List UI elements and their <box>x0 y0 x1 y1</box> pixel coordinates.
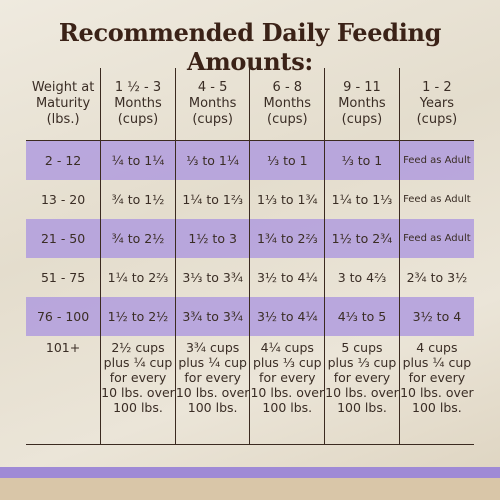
weight-cell: 76 - 100 <box>26 297 101 336</box>
amount-cell: 3½ to 4¼ <box>249 258 325 297</box>
header-cell: 4 - 5 Months (cups) <box>174 68 250 141</box>
amount-cell: Feed as Adult <box>398 140 474 180</box>
header-row: Weight at Maturity (lbs.) 1 ½ - 3 Months … <box>26 68 474 141</box>
amount-cell: 1½ to 3 <box>174 219 250 258</box>
amount-cell: 1½ to 2½ <box>100 297 176 336</box>
header-cell: 6 - 8 Months (cups) <box>249 68 325 141</box>
amount-cell: ¼ to 1¼ <box>100 140 176 180</box>
table-row: 21 - 50 ¾ to 2½ 1½ to 3 1¾ to 2⅔ 1½ to 2¾ Fee… <box>26 219 474 258</box>
weight-cell: 51 - 75 <box>40 270 86 285</box>
table-row: 51 - 75 1¼ to 2⅔ 3⅓ to 3¾ 3½ to 4¼ 3 to 4⅔ 2¾… <box>26 258 474 297</box>
amount-cell: ¾ to 1½ <box>100 180 176 219</box>
weight-cell: 2 - 12 <box>26 140 101 180</box>
header-cell: Weight at Maturity (lbs.) <box>26 68 101 141</box>
header-cell: 1 ½ - 3 Months (cups) <box>100 68 176 141</box>
feeding-table: Weight at Maturity (lbs.) 1 ½ - 3 Months … <box>26 68 474 445</box>
amount-cell: 1¼ to 1⅓ <box>324 180 400 219</box>
amount-cell: 3½ to 4 <box>398 297 474 336</box>
amount-cell: 3¾ cups plus ¼ cup for every 10 lbs. ove… <box>174 336 250 445</box>
weight-cell: 21 - 50 <box>26 219 101 258</box>
amount-cell: ⅓ to 1 <box>324 140 400 180</box>
amount-cell: 3½ to 4¼ <box>249 297 325 336</box>
amount-cell: 1¼ to 1⅔ <box>174 180 250 219</box>
title: Recommended Daily Feeding Amounts: <box>58 18 442 76</box>
amount-cell: 2¾ to 3½ <box>398 258 474 297</box>
amount-cell: 1¼ to 2⅔ <box>100 258 176 297</box>
weight-cell: 13 - 20 <box>40 192 86 207</box>
amount-cell: ⅓ to 1 <box>249 140 325 180</box>
amount-cell: Feed as Adult <box>398 180 474 219</box>
amount-cell: 3 to 4⅔ <box>324 258 400 297</box>
amount-cell: 1⅓ to 1¾ <box>249 180 325 219</box>
amount-cell: 4 cups plus ¼ cup for every 10 lbs. over… <box>398 336 474 445</box>
purple-stripe <box>0 467 500 478</box>
amount-cell: 1¾ to 2⅔ <box>249 219 325 258</box>
amount-cell: ⅓ to 1¼ <box>174 140 250 180</box>
sand-strip <box>0 478 500 500</box>
amount-cell: 4¼ cups plus ⅓ cup for every 10 lbs. ove… <box>249 336 325 445</box>
table-body: Weight at Maturity (lbs.) 1 ½ - 3 Months … <box>26 68 474 445</box>
header-cell: 1 - 2 Years (cups) <box>398 68 474 141</box>
amount-cell: 3⅓ to 3¾ <box>174 258 250 297</box>
table-row: 13 - 20 ¾ to 1½ 1¼ to 1⅔ 1⅓ to 1¾ 1¼ to 1⅓ Fe… <box>26 180 474 219</box>
header-cell: 9 - 11 Months (cups) <box>324 68 400 141</box>
amount-cell: ¾ to 2½ <box>100 219 176 258</box>
amount-cell: 4⅓ to 5 <box>324 297 400 336</box>
amount-cell: 1½ to 2¾ <box>324 219 400 258</box>
amount-cell: Feed as Adult <box>398 219 474 258</box>
amount-cell: 2½ cups plus ¼ cup for every 10 lbs. ove… <box>100 336 176 445</box>
weight-cell: 101+ <box>26 336 101 445</box>
amount-cell: 3¾ to 3¾ <box>174 297 250 336</box>
amount-cell: 5 cups plus ⅓ cup for every 10 lbs. over… <box>324 336 400 445</box>
table-row: 101+ 2½ cups plus ¼ cup for every 10 lbs.… <box>26 336 474 445</box>
